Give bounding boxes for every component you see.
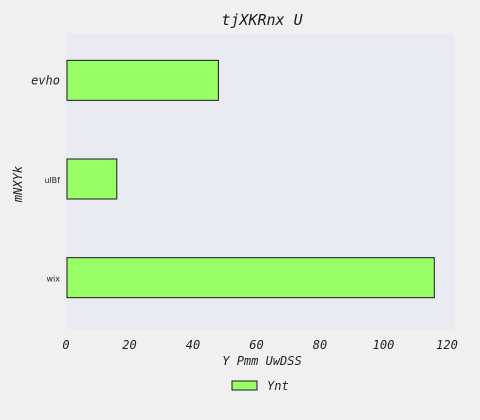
x-tick-label: 0	[62, 338, 69, 352]
x-tick-label: 120	[436, 338, 458, 352]
legend: Ynt	[231, 379, 289, 393]
chart-title: tjXKRnx U	[221, 11, 303, 29]
x-tick-label: 60	[249, 338, 263, 352]
x-tick-labels: 0 20 40 60 80 100 120	[62, 338, 457, 352]
x-tick-label: 80	[313, 338, 327, 352]
legend-swatch	[231, 380, 258, 391]
y-tick-label: wix	[47, 275, 61, 284]
x-tick-label: 20	[122, 338, 136, 352]
y-tick-label: ulBf	[44, 176, 60, 185]
x-tick-label: 40	[186, 338, 200, 352]
bar-wix	[66, 257, 435, 299]
y-tick-labels: evho ulBf wix	[31, 73, 60, 283]
bar-evho	[66, 59, 219, 101]
bar-ulBf	[66, 158, 118, 200]
y-tick-label: evho	[31, 73, 60, 87]
bars	[66, 59, 435, 299]
y-axis-label: mNXYk	[11, 165, 25, 203]
legend-label: Ynt	[267, 379, 289, 393]
x-tick-label: 100	[373, 338, 395, 352]
x-axis-label: Y Pmm UwDSS	[222, 354, 301, 368]
